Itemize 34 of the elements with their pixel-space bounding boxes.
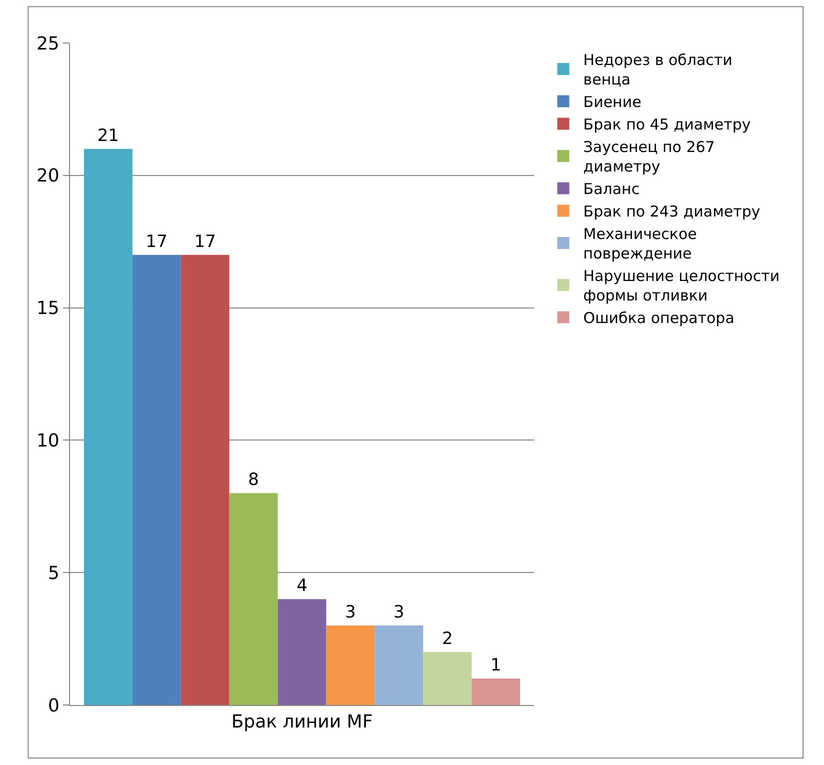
bar (326, 626, 375, 705)
legend-label: Недорез в области венца (583, 51, 732, 89)
legend-label: Брак по 243 диаметру (583, 202, 760, 221)
data-label: 21 (97, 126, 119, 146)
bar (84, 148, 132, 705)
y-tick-label: 20 (36, 166, 60, 187)
bar (374, 626, 424, 705)
legend-label: Заусенец по 267 диаметру (583, 138, 715, 176)
data-label: 8 (248, 470, 259, 490)
bar (472, 678, 520, 705)
y-tick-label: 15 (36, 298, 60, 320)
y-tick-label: 0 (48, 695, 60, 716)
bar (278, 599, 326, 705)
legend-label: Баланс (583, 180, 640, 198)
bar (180, 254, 230, 705)
legend-label: Ошибка оператора (583, 309, 734, 328)
data-label: 4 (296, 576, 308, 596)
data-label: 17 (146, 232, 168, 252)
data-label: 1 (490, 656, 502, 676)
data-label: 3 (345, 602, 356, 623)
y-tick-label: 5 (48, 562, 60, 584)
legend-label: Брак по 45 диаметру (583, 116, 751, 134)
bar (229, 493, 278, 705)
bar (132, 254, 181, 705)
legend-label: Механическое повреждение (583, 225, 697, 263)
legend-label: Нарушение целостности формы отливки (583, 267, 780, 305)
legend-label: Биение (583, 93, 642, 112)
data-label: 17 (194, 232, 216, 252)
x-tick-label: Брак линии MF (231, 712, 373, 733)
y-tick-label: 25 (36, 33, 60, 54)
data-label: 2 (442, 629, 453, 650)
bar (423, 652, 472, 705)
data-label: 3 (394, 602, 404, 623)
y-tick-label: 10 (36, 430, 60, 452)
